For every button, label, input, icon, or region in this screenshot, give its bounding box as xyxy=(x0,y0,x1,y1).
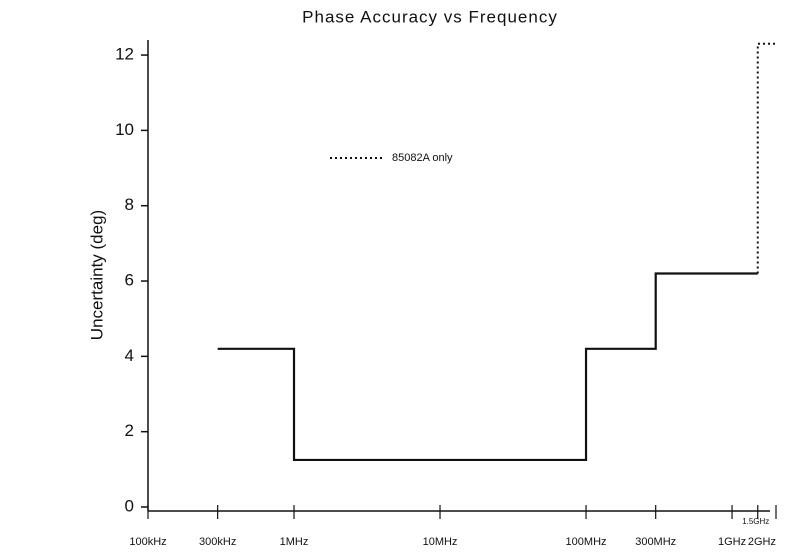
x-tick-label: 1MHz xyxy=(280,536,309,548)
x-tick-label: 100MHz xyxy=(566,536,607,548)
y-tick-label: 4 xyxy=(125,346,134,365)
line-series xyxy=(756,42,776,274)
y-tick-label: 12 xyxy=(115,45,134,64)
y-tick-label: 0 xyxy=(125,496,134,515)
legend-label: 85082A only xyxy=(392,152,453,164)
y-axis-label: Uncertainty (deg) xyxy=(87,210,106,340)
x-tick-label: 10MHz xyxy=(423,536,458,548)
chart-title: Phase Accuracy vs Frequency xyxy=(302,7,558,26)
y-tick-label: 10 xyxy=(115,120,134,139)
x-tick-label: 2GHz xyxy=(748,536,776,548)
x-tick-label: 100kHz xyxy=(129,536,166,548)
y-tick-label: 2 xyxy=(125,421,134,440)
x-tick-label: 300kHz xyxy=(199,536,236,548)
y-tick-label: 6 xyxy=(125,271,134,290)
x-tick-label: 1GHz xyxy=(718,536,746,548)
y-tick-label: 8 xyxy=(125,195,134,214)
line-series xyxy=(217,272,758,462)
x-tick-label: 1.5GHz xyxy=(742,517,769,526)
x-tick-label: 300MHz xyxy=(635,536,676,548)
